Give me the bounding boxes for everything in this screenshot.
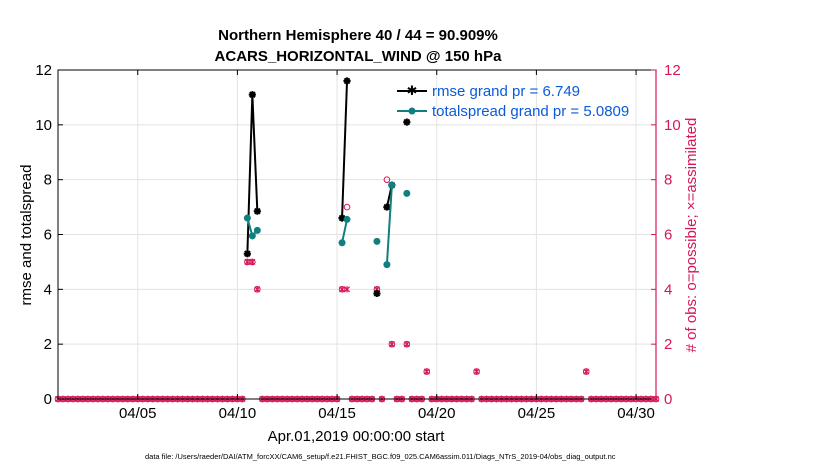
obs-assimilated-marker: [339, 286, 346, 293]
obs-assimilated-marker: [583, 368, 590, 375]
totalspread-point: [253, 226, 261, 234]
rmse-line-segment: [341, 80, 349, 219]
x-tick-label: 04/05: [119, 405, 157, 422]
obs-assimilated-marker: [423, 368, 430, 375]
legend-rmse-marker: ✱: [407, 84, 418, 99]
y-left-tick-label: 8: [44, 172, 52, 189]
y-right-tick-label: 12: [664, 62, 681, 79]
legend-spread-label: totalspread grand pr = 5.0809: [432, 103, 629, 120]
x-axis-ticks: 04/05 04/10 04/15 04/20 04/25 04/30: [119, 70, 655, 422]
series-lines: [243, 77, 411, 298]
rmse-point: [343, 77, 351, 85]
rmse-point: [403, 118, 411, 126]
x-tick-label: 04/25: [518, 405, 556, 422]
rmse-point: [253, 207, 261, 215]
totalspread-point: [388, 181, 396, 189]
totalspread-point: [248, 232, 256, 240]
legend-spread-marker: [408, 107, 416, 115]
rmse-point: [373, 289, 381, 298]
obs-assimilated-marker: [244, 258, 251, 266]
rmse-point: [243, 250, 251, 258]
y-axis-left-ticks: 0 2 4 6 8 10 12: [35, 62, 63, 408]
y-right-tick-label: 4: [664, 281, 672, 298]
y-right-tick-label: 10: [664, 117, 681, 134]
y-left-tick-label: 6: [44, 227, 52, 244]
y-right-tick-label: 0: [664, 391, 672, 408]
chart-title-line2: ACARS_HORIZONTAL_WIND @ 150 hPa: [215, 48, 503, 65]
y-axis-left-label: rmse and totalspread: [18, 165, 35, 306]
y-axis-right-ticks: 0 2 4 6 8 10 12: [651, 62, 681, 408]
y-axis-right-label: # of obs: o=possible; ×=assimilated: [683, 118, 700, 353]
y-right-tick-label: 6: [664, 227, 672, 244]
obs-assimilated-marker: [403, 340, 410, 348]
obs-assimilated-marker: [254, 286, 261, 293]
y-right-tick-label: 2: [664, 336, 672, 353]
legend-rmse-label: rmse grand pr = 6.749: [432, 83, 580, 100]
y-left-tick-label: 2: [44, 336, 52, 353]
data-file-footnote: data file: /Users/raeder/DAI/ATM_forcXX/…: [145, 452, 616, 461]
rmse-point: [383, 203, 391, 211]
x-tick-label: 04/30: [617, 405, 655, 422]
rmse-point: [248, 91, 256, 99]
y-left-tick-label: 0: [44, 391, 52, 408]
totalspread-point: [338, 239, 346, 247]
totalspread-line-segment: [341, 219, 349, 243]
totalspread-point: [403, 189, 411, 197]
x-axis-label: Apr.01,2019 00:00:00 start: [268, 428, 446, 445]
legend: ✱ rmse grand pr = 6.749 totalspread gran…: [397, 83, 629, 120]
rmse-point: [338, 214, 346, 222]
x-tick-label: 04/20: [418, 405, 456, 422]
totalspread-point: [373, 237, 381, 245]
y-left-tick-label: 4: [44, 281, 52, 298]
y-left-tick-label: 10: [35, 117, 52, 134]
x-tick-label: 04/15: [318, 405, 356, 422]
y-left-tick-label: 12: [35, 62, 52, 79]
y-right-tick-label: 8: [664, 172, 672, 189]
obs-assimilated-marker: [249, 258, 256, 266]
totalspread-point: [343, 215, 351, 223]
plot-area: 04/05 04/10 04/15 04/20 04/25 04/30 0 2 4 6 8 10 12…: [35, 62, 680, 422]
totalspread-point: [243, 214, 251, 222]
obs-assimilated-marker: [344, 286, 351, 293]
totalspread-point: [383, 261, 391, 269]
totalspread-line-segment: [385, 185, 393, 265]
chart-title-line1: Northern Hemisphere 40 / 44 = 90.909%: [218, 27, 498, 44]
obs-assimilated-marker: [388, 340, 395, 348]
obs-possible-marker: [383, 176, 391, 183]
x-tick-label: 04/10: [219, 405, 257, 422]
obs-possible-marker: [343, 203, 351, 211]
obs-assimilated-marker: [473, 368, 480, 375]
